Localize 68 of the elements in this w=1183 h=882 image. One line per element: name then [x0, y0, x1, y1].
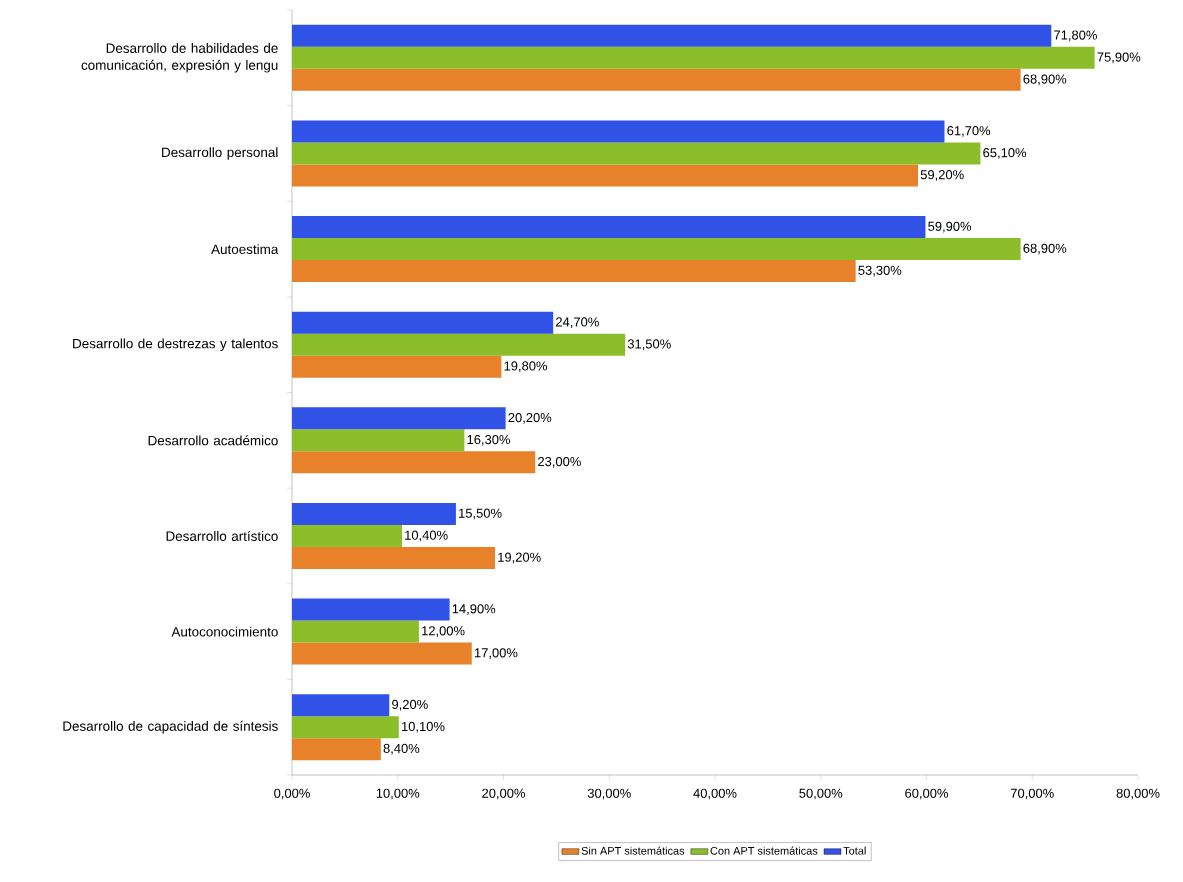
data-label: 75,90%: [1097, 52, 1141, 64]
bar: [292, 598, 450, 621]
bar: [292, 142, 981, 165]
data-label: 31,50%: [627, 339, 671, 351]
bar: [292, 68, 1021, 91]
bar: [292, 524, 402, 547]
bar: [292, 311, 554, 334]
bar: [292, 120, 945, 143]
x-tick-label: 10,00%: [376, 788, 420, 800]
x-tick-label: 80,00%: [1116, 788, 1160, 800]
bar: [292, 502, 456, 525]
x-tick-label: 0,00%: [274, 788, 310, 800]
bar: [292, 694, 390, 717]
y-tick-label: Desarrollo artístico: [166, 530, 278, 541]
bar: [292, 260, 856, 283]
data-label: 16,30%: [467, 434, 511, 446]
bar: [292, 738, 381, 761]
bar: [292, 24, 1052, 47]
data-label: 15,50%: [459, 508, 502, 520]
data-label: 14,90%: [452, 604, 496, 615]
bar: [292, 46, 1095, 69]
data-label: 65,10%: [983, 148, 1027, 159]
bar: [292, 164, 919, 187]
y-tick-label: Desarrollo personal: [162, 147, 278, 160]
x-tick-label: 60,00%: [905, 788, 949, 800]
data-label: 19,80%: [504, 361, 548, 373]
x-tick-label: 50,00%: [799, 788, 843, 800]
data-label: 10,10%: [401, 721, 445, 733]
data-label: 20,20%: [508, 412, 552, 424]
data-label: 68,90%: [1023, 243, 1067, 255]
legend-label: Total: [843, 846, 866, 855]
data-label: 59,20%: [920, 170, 964, 181]
bar: [292, 642, 472, 665]
bar: [292, 546, 496, 569]
y-tick-label: Autoestima: [211, 244, 279, 254]
y-tick-label: Desarrollo de capacidad de síntesis: [63, 720, 278, 734]
data-label: 23,00%: [538, 456, 581, 468]
data-label: 19,20%: [498, 552, 541, 564]
bar: [292, 429, 465, 452]
data-label: 71,80%: [1054, 30, 1097, 42]
x-tick-label: 20,00%: [482, 788, 526, 800]
x-tick-label: 70,00%: [1010, 788, 1054, 800]
x-tick-label: 30,00%: [587, 788, 631, 800]
data-label: 68,90%: [1023, 74, 1067, 86]
data-label: 10,40%: [405, 530, 448, 542]
data-label: 24,70%: [556, 317, 599, 329]
bar: [292, 407, 506, 430]
bar: [292, 238, 1021, 261]
bar: [292, 355, 502, 378]
y-tick-label: Autoconocimiento: [171, 626, 278, 637]
data-label: 17,00%: [474, 648, 518, 659]
data-label: 8,40%: [383, 743, 420, 755]
x-tick-label: 40,00%: [693, 788, 737, 800]
y-tick-label: Desarrollo de habilidades de comunicación, expresión y lengu: [81, 43, 278, 73]
bar: [292, 333, 626, 356]
bar: [292, 716, 399, 739]
data-label: 9,20%: [392, 699, 428, 711]
bar: [292, 451, 536, 474]
data-label: 61,70%: [947, 126, 991, 137]
data-label: 59,90%: [928, 221, 972, 233]
data-label: 12,00%: [422, 626, 465, 637]
legend-label: Sin APT sistemáticas: [581, 846, 685, 855]
bar: [292, 620, 419, 643]
bar: [292, 216, 926, 239]
legend-label: Con APT sistemáticas: [710, 846, 818, 855]
y-tick-label: Desarrollo de destrezas y talentos: [73, 338, 278, 351]
y-tick-label: Desarrollo académico: [148, 435, 278, 446]
data-label: 53,30%: [858, 265, 902, 277]
